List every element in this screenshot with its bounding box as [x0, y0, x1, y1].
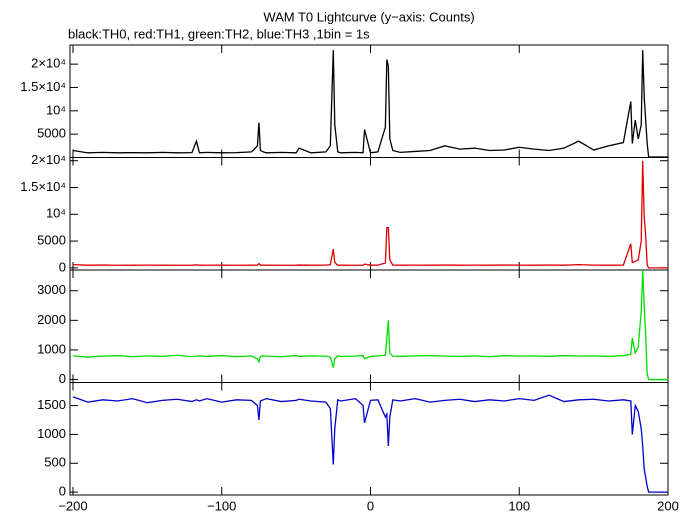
- light-curve: [72, 50, 668, 158]
- y-tick-label: 1000: [37, 341, 66, 356]
- y-tick-label: 5000: [37, 126, 66, 141]
- x-tick-label: 200: [657, 498, 679, 513]
- chart-title: WAM T0 Lightcurve (y−axis: Counts): [263, 9, 474, 24]
- y-tick-label: 1.5×10⁴: [20, 179, 66, 194]
- light-curve: [72, 269, 668, 381]
- y-tick-label: 10⁴: [46, 206, 66, 221]
- y-tick-label: 1000: [37, 426, 66, 441]
- panel-frame: [69, 157, 669, 271]
- panel-frame: [69, 269, 669, 383]
- light-curve: [72, 160, 668, 269]
- y-tick-label: 0: [59, 484, 66, 499]
- y-tick-label: 2×10⁴: [31, 56, 66, 71]
- x-tick-label: 0: [367, 498, 374, 513]
- panel-frame: [69, 382, 669, 496]
- x-tick-label: −200: [58, 498, 87, 513]
- y-tick-label: 10⁴: [46, 102, 66, 117]
- chart-subtitle: black:TH0, red:TH1, green:TH2, blue:TH3 …: [68, 26, 370, 41]
- x-tick-label: −100: [207, 498, 236, 513]
- y-tick-label: 500: [44, 455, 66, 470]
- y-tick-label: 3000: [37, 282, 66, 297]
- y-tick-label: 1.5×10⁴: [20, 79, 66, 94]
- panel-frame: [69, 44, 669, 158]
- y-tick-label: 2000: [37, 312, 66, 327]
- light-curve: [72, 394, 668, 493]
- y-tick-label: 2×10⁴: [31, 152, 66, 167]
- y-tick-label: 5000: [37, 233, 66, 248]
- y-tick-label: 1500: [37, 397, 66, 412]
- x-tick-label: 100: [508, 498, 530, 513]
- y-tick-label: 0: [59, 371, 66, 386]
- y-tick-label: 0: [59, 259, 66, 274]
